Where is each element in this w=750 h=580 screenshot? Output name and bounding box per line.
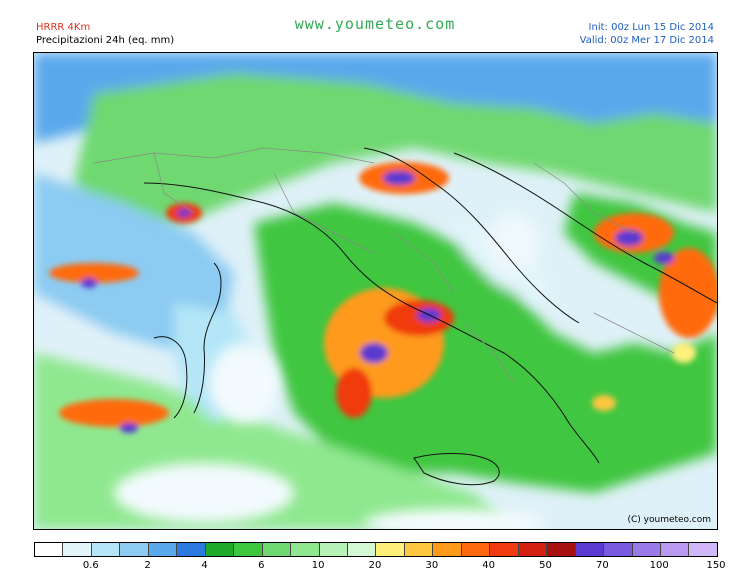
legend-swatch (575, 543, 605, 556)
legend-swatch (604, 543, 633, 556)
legend-tick: 100 (649, 560, 669, 571)
legend-tick-labels: 0.6 2 4 6 10 20 30 40 50 70 100 150 (34, 560, 726, 574)
legend-swatch (660, 543, 690, 556)
admin-borders (93, 147, 675, 384)
legend-swatch (35, 543, 64, 556)
legend-swatch (518, 543, 548, 556)
legend-tick: 20 (368, 560, 382, 571)
color-scale-legend (34, 542, 718, 557)
legend-tick: 6 (258, 560, 265, 571)
map-canvas (34, 53, 717, 529)
legend-tick: 50 (539, 560, 552, 571)
dry-areas (114, 213, 544, 529)
legend-swatch (234, 543, 263, 556)
model-label: HRRR 4Km (36, 22, 91, 33)
legend-swatch (632, 543, 661, 556)
legend-tick: 10 (311, 560, 325, 571)
precipitation-map: (C) youmeteo.com (33, 52, 718, 530)
legend-swatch (120, 543, 149, 556)
legend-swatch (91, 543, 121, 556)
legend-tick: 70 (595, 560, 609, 571)
legend-swatch (63, 543, 92, 556)
legend-swatch (262, 543, 292, 556)
legend-tick: 4 (201, 560, 208, 571)
legend-swatch (547, 543, 576, 556)
legend-swatch (347, 543, 377, 556)
legend-swatch (461, 543, 491, 556)
legend-swatch (148, 543, 178, 556)
product-label: Precipitazioni 24h (eq. mm) (36, 35, 175, 46)
valid-time: Valid: 00z Mer 17 Dic 2014 (579, 35, 714, 46)
legend-swatch (689, 543, 717, 556)
legend-swatch (319, 543, 348, 556)
init-time: Init: 00z Lun 15 Dic 2014 (588, 22, 714, 33)
legend-swatch (205, 543, 235, 556)
map-copyright: (C) youmeteo.com (627, 515, 711, 525)
legend-swatch (177, 543, 206, 556)
legend-tick: 30 (425, 560, 439, 571)
legend-tick: 150 (706, 560, 726, 571)
coastlines (143, 147, 717, 486)
legend-swatch (291, 543, 320, 556)
legend-tick: 40 (482, 560, 496, 571)
legend-swatch (433, 543, 462, 556)
legend-tick: 0.6 (82, 560, 99, 571)
precip-cores (49, 162, 717, 433)
legend-tick: 2 (144, 560, 151, 571)
legend-swatch (376, 543, 405, 556)
legend-swatch (404, 543, 434, 556)
legend-swatch (490, 543, 519, 556)
site-title[interactable]: www.youmeteo.com (294, 15, 456, 33)
